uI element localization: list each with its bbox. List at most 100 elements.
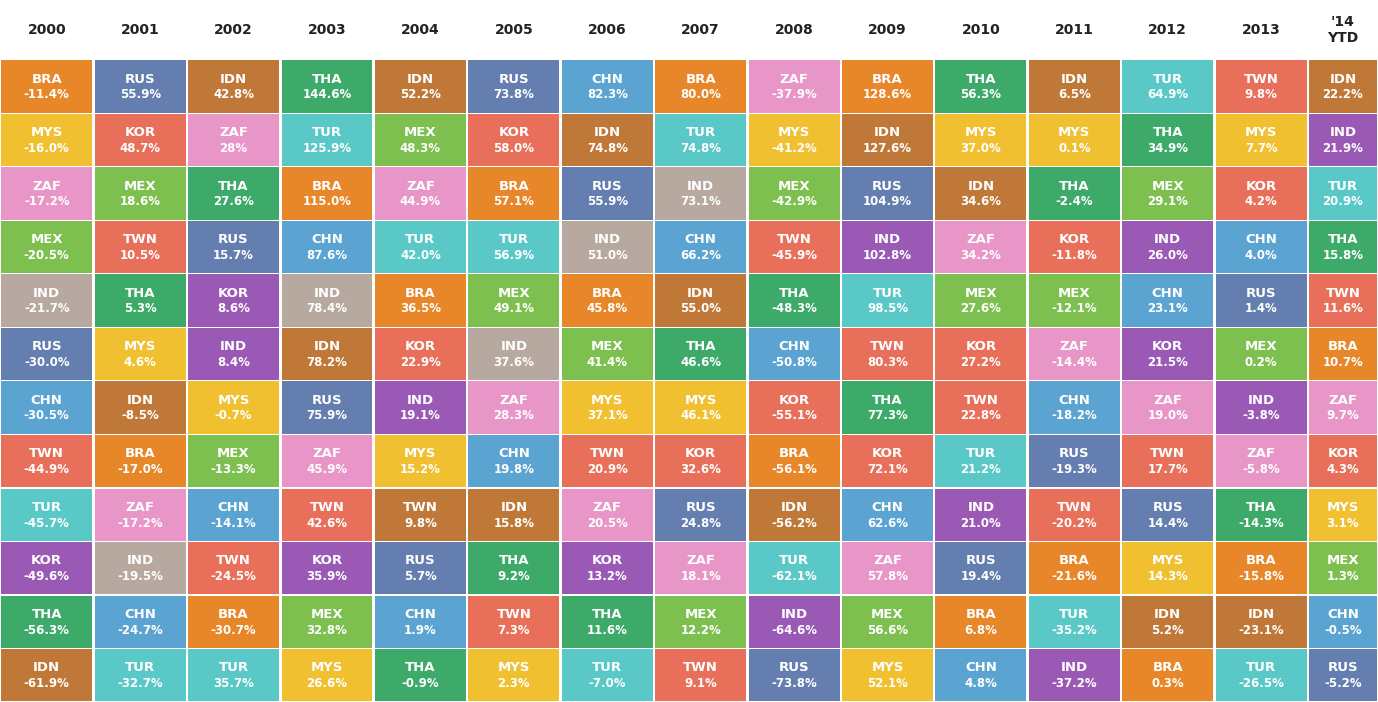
Text: 52.1%: 52.1% — [867, 677, 908, 690]
Text: -14.1%: -14.1% — [211, 517, 256, 529]
Text: MEX: MEX — [497, 286, 531, 300]
Text: 2011: 2011 — [1056, 23, 1094, 37]
Text: 35.7%: 35.7% — [214, 677, 254, 690]
Bar — [375, 381, 466, 434]
Text: RUS: RUS — [499, 72, 529, 86]
Text: IDN: IDN — [500, 501, 528, 514]
Text: 41.4%: 41.4% — [587, 356, 628, 369]
Text: -11.8%: -11.8% — [1051, 249, 1097, 262]
Text: RUS: RUS — [405, 555, 435, 567]
Bar — [1215, 328, 1306, 380]
Bar — [748, 542, 839, 595]
Text: IDN: IDN — [967, 180, 995, 192]
Text: -19.5%: -19.5% — [117, 570, 163, 583]
Text: MYS: MYS — [30, 126, 63, 139]
Text: 9.8%: 9.8% — [404, 517, 437, 529]
Bar — [1122, 221, 1213, 273]
Bar — [1309, 114, 1377, 166]
Text: -18.2%: -18.2% — [1051, 409, 1097, 423]
Text: 72.1%: 72.1% — [867, 463, 908, 476]
Bar — [655, 60, 745, 112]
Text: MYS: MYS — [311, 661, 343, 675]
Text: -56.3%: -56.3% — [23, 623, 70, 637]
Text: IND: IND — [1061, 661, 1089, 675]
Text: 22.8%: 22.8% — [960, 409, 1002, 423]
Text: 35.9%: 35.9% — [306, 570, 347, 583]
Bar — [1122, 274, 1213, 326]
Text: 2003: 2003 — [307, 23, 346, 37]
Bar — [562, 274, 653, 326]
Bar — [1309, 542, 1377, 595]
Text: MYS: MYS — [591, 394, 623, 406]
Text: 42.0%: 42.0% — [400, 249, 441, 262]
Text: -30.0%: -30.0% — [23, 356, 69, 369]
Text: 1.9%: 1.9% — [404, 623, 437, 637]
Text: RUS: RUS — [872, 180, 903, 192]
Bar — [375, 489, 466, 541]
Text: ZAF: ZAF — [1247, 447, 1276, 461]
Text: IDN: IDN — [874, 126, 901, 139]
Bar — [1309, 328, 1377, 380]
Text: CHN: CHN — [1327, 608, 1359, 621]
Text: -24.7%: -24.7% — [117, 623, 163, 637]
Bar — [1309, 221, 1377, 273]
Text: 32.6%: 32.6% — [681, 463, 721, 476]
Bar — [655, 274, 745, 326]
Text: IDN: IDN — [1061, 72, 1089, 86]
Text: KOR: KOR — [32, 555, 62, 567]
Text: TWN: TWN — [310, 501, 344, 514]
Bar — [655, 542, 745, 595]
Text: MEX: MEX — [685, 608, 717, 621]
Text: RUS: RUS — [1060, 447, 1090, 461]
Text: -8.5%: -8.5% — [121, 409, 158, 423]
Text: KOR: KOR — [311, 555, 343, 567]
Bar — [842, 381, 933, 434]
Text: IDN: IDN — [407, 72, 434, 86]
Text: 19.1%: 19.1% — [400, 409, 441, 423]
Bar — [1215, 489, 1306, 541]
Text: 52.2%: 52.2% — [400, 88, 441, 101]
Text: 2.3%: 2.3% — [497, 677, 531, 690]
Text: 18.1%: 18.1% — [681, 570, 721, 583]
Text: MYS: MYS — [404, 447, 437, 461]
Text: TUR: TUR — [405, 233, 435, 246]
Bar — [1029, 649, 1120, 701]
Text: 58.0%: 58.0% — [493, 142, 535, 155]
Text: 2002: 2002 — [214, 23, 254, 37]
Bar — [1122, 328, 1213, 380]
Bar — [842, 542, 933, 595]
Bar — [1, 60, 92, 112]
Text: MEX: MEX — [1244, 340, 1277, 353]
Bar — [655, 435, 745, 487]
Bar — [375, 114, 466, 166]
Text: 6.5%: 6.5% — [1058, 88, 1091, 101]
Text: 4.3%: 4.3% — [1327, 463, 1359, 476]
Text: ZAF: ZAF — [1328, 394, 1357, 406]
Text: 14.3%: 14.3% — [1148, 570, 1188, 583]
Text: 23.1%: 23.1% — [1148, 303, 1188, 315]
Bar — [469, 221, 559, 273]
Text: KOR: KOR — [218, 286, 249, 300]
Text: KOR: KOR — [872, 447, 903, 461]
Bar — [842, 649, 933, 701]
Text: THA: THA — [1246, 501, 1276, 514]
Text: -56.2%: -56.2% — [772, 517, 817, 529]
Text: -61.9%: -61.9% — [23, 677, 70, 690]
Bar — [842, 435, 933, 487]
Bar — [281, 649, 372, 701]
Text: THA: THA — [311, 72, 342, 86]
Text: -45.9%: -45.9% — [772, 249, 817, 262]
Text: IDN: IDN — [220, 72, 247, 86]
Bar — [1029, 542, 1120, 595]
Text: ZAF: ZAF — [313, 447, 342, 461]
Text: 104.9%: 104.9% — [863, 195, 912, 208]
Bar — [748, 114, 839, 166]
Bar — [1122, 542, 1213, 595]
Text: 2009: 2009 — [868, 23, 907, 37]
Text: 15.2%: 15.2% — [400, 463, 441, 476]
Text: MYS: MYS — [1152, 555, 1184, 567]
Bar — [936, 542, 1027, 595]
Bar — [1, 274, 92, 326]
Text: CHN: CHN — [965, 661, 996, 675]
Bar — [375, 60, 466, 112]
